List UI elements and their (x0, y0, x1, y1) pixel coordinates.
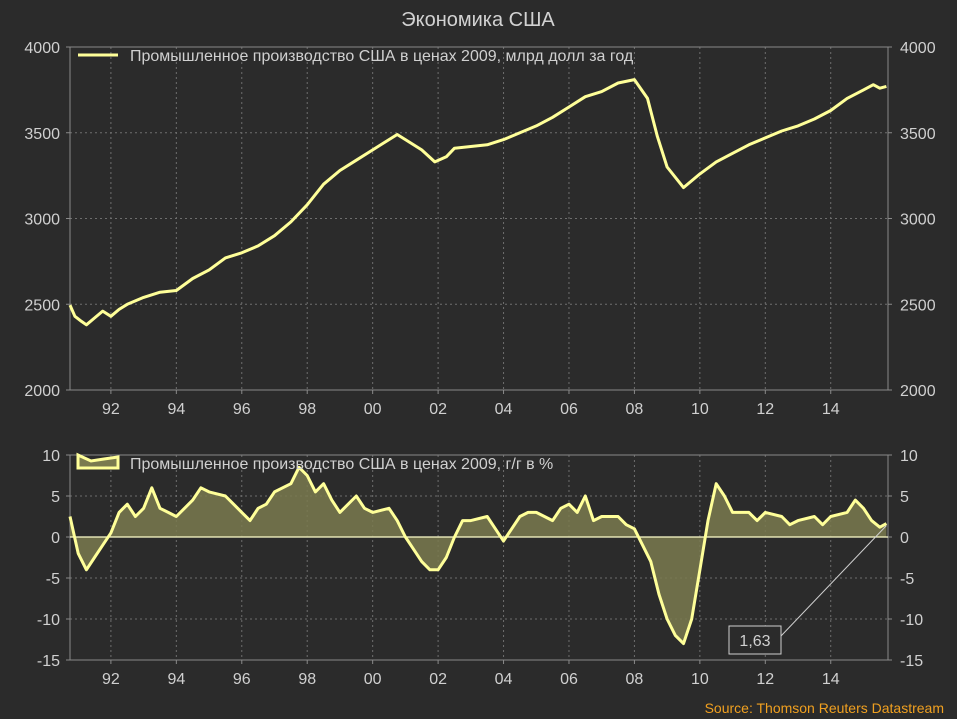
x-tick-label: 02 (429, 671, 447, 688)
x-tick-label: 92 (102, 671, 120, 688)
y-tick-label-right: 0 (900, 530, 909, 547)
y-tick-label-left: 2500 (24, 297, 60, 314)
y-tick-label-right: 5 (900, 489, 909, 506)
source-note: Source: Thomson Reuters Datastream (705, 700, 944, 716)
series-line (68, 465, 888, 646)
y-tick-label-right: 3500 (900, 126, 936, 143)
y-tick-label-left: -10 (37, 612, 60, 629)
x-tick-label: 06 (560, 401, 578, 418)
annotation-label: 1,63 (739, 633, 770, 650)
y-tick-label-right: 10 (900, 448, 918, 465)
series-line (68, 78, 887, 327)
x-tick-label: 92 (102, 401, 120, 418)
y-tick-label-right: 2500 (900, 297, 936, 314)
y-tick-label-left: -15 (37, 653, 60, 670)
x-tick-label: 00 (364, 671, 382, 688)
x-tick-label: 06 (560, 671, 578, 688)
y-tick-label-left: 2000 (24, 383, 60, 400)
annotation-leader (780, 525, 887, 637)
y-tick-label-left: 10 (42, 448, 60, 465)
x-tick-label: 12 (756, 671, 774, 688)
x-tick-label: 10 (691, 401, 709, 418)
x-tick-label: 14 (822, 401, 840, 418)
x-tick-label: 04 (495, 671, 513, 688)
x-tick-label: 02 (429, 401, 447, 418)
x-tick-label: 96 (233, 671, 251, 688)
plot-frame (69, 454, 889, 661)
x-tick-label: 00 (364, 401, 382, 418)
y-tick-label-left: 3000 (24, 212, 60, 229)
y-tick-label-left: 0 (51, 530, 60, 547)
legend-swatch (76, 452, 120, 470)
y-tick-label-right: -5 (900, 571, 914, 588)
y-tick-label-left: 5 (51, 489, 60, 506)
x-tick-label: 12 (756, 401, 774, 418)
x-tick-label: 04 (495, 401, 513, 418)
y-tick-label-right: 3000 (900, 212, 936, 229)
chart-title: Экономика США (401, 9, 555, 31)
y-tick-label-right: 4000 (900, 40, 936, 57)
y-tick-label-left: 4000 (24, 40, 60, 57)
y-tick-label-left: 3500 (24, 126, 60, 143)
x-tick-label: 96 (233, 401, 251, 418)
y-tick-label-right: -15 (900, 653, 923, 670)
y-tick-label-right: 2000 (900, 383, 936, 400)
legend-label: Промышленное производство США в ценах 20… (130, 456, 553, 473)
annotation-box (728, 625, 782, 655)
series-area (70, 467, 887, 644)
x-tick-label: 94 (167, 671, 185, 688)
x-tick-label: 08 (626, 401, 644, 418)
x-tick-label: 94 (167, 401, 185, 418)
x-tick-label: 98 (298, 401, 316, 418)
x-tick-label: 10 (691, 671, 709, 688)
y-tick-label-right: -10 (900, 612, 923, 629)
x-tick-label: 14 (822, 671, 840, 688)
legend-label: Промышленное производство США в ценах 20… (130, 48, 634, 65)
plot-top: 2000 2000 2500 2500 3000 3000 3500 3500 4000 4000… (24, 40, 935, 418)
x-tick-label: 98 (298, 671, 316, 688)
x-tick-label: 08 (626, 671, 644, 688)
plots: 2000 2000 2500 2500 3000 3000 3500 3500 4000 4000… (24, 40, 935, 688)
y-tick-label-left: -5 (46, 571, 60, 588)
